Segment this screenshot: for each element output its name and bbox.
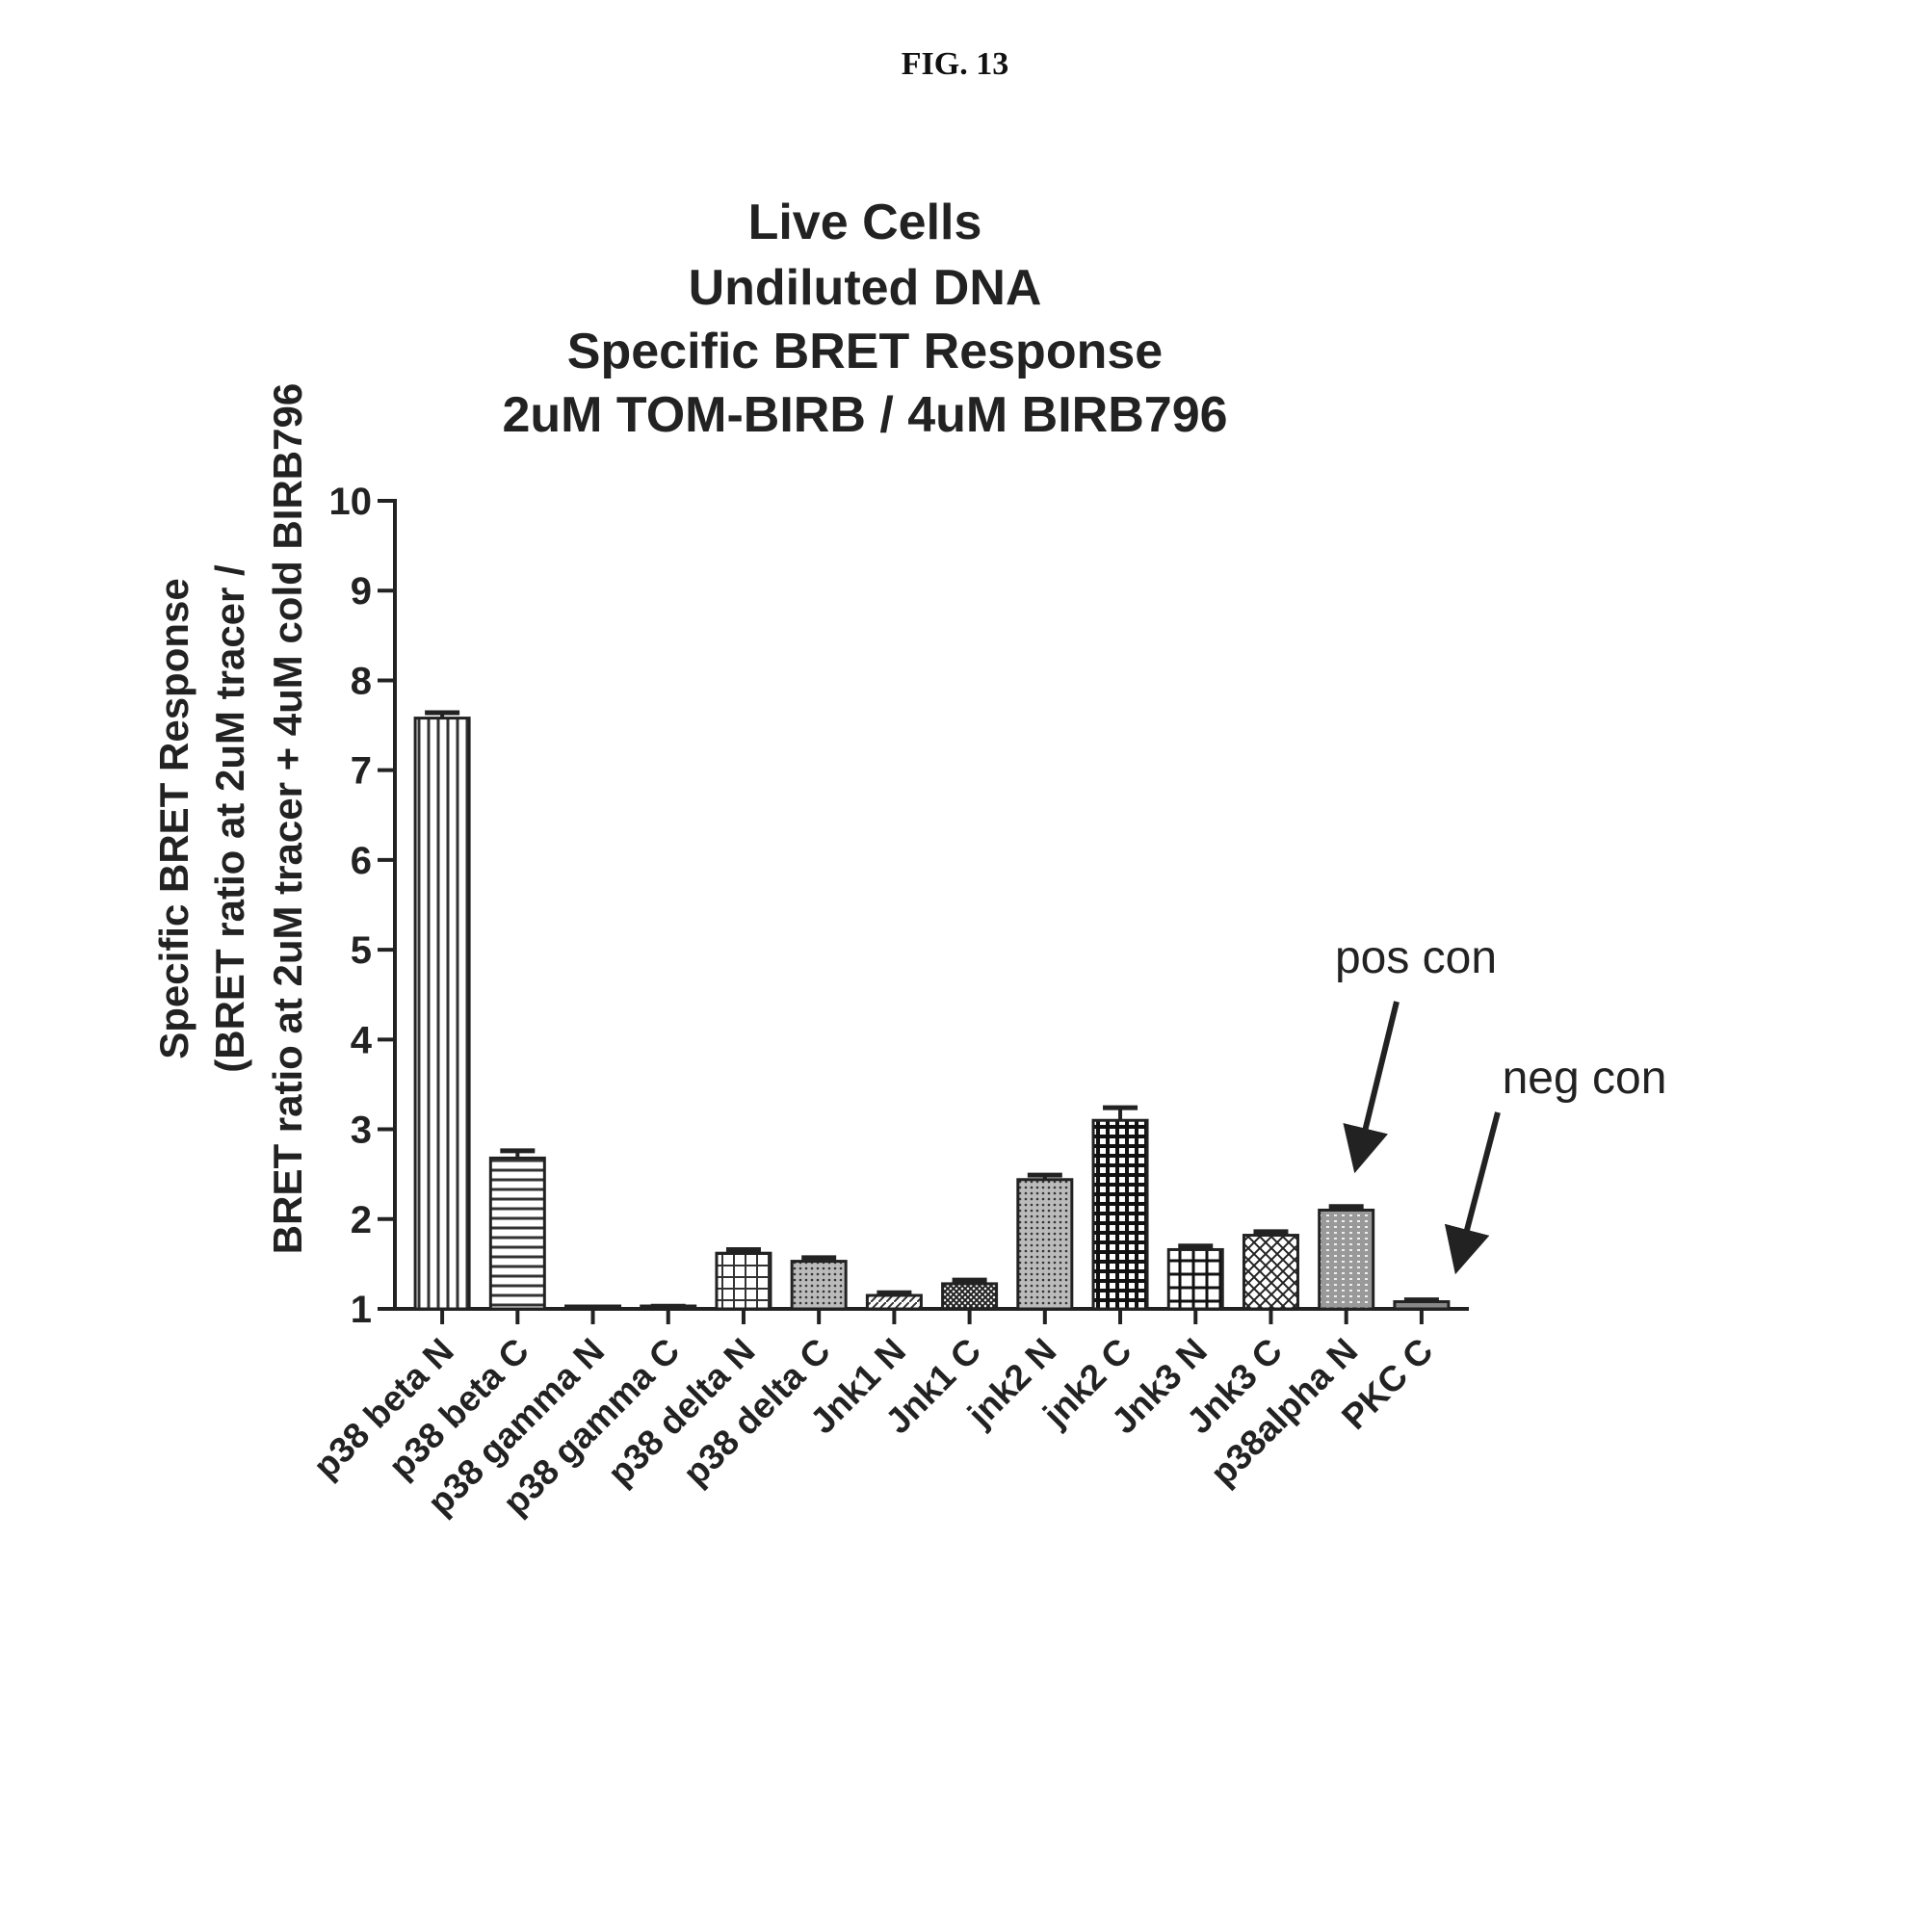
- y-tick-label: 10: [329, 481, 373, 523]
- y-tick-label: 7: [351, 750, 372, 793]
- bar: [1320, 1210, 1374, 1309]
- annotation-label: neg con: [1503, 1053, 1667, 1104]
- y-tick-label: 3: [351, 1110, 372, 1152]
- bar: [1093, 1120, 1147, 1309]
- bar: [415, 718, 469, 1309]
- y-tick-label: 4: [351, 1019, 373, 1061]
- bar: [792, 1262, 846, 1309]
- bar: [1018, 1180, 1072, 1309]
- bar: [566, 1306, 620, 1309]
- chart-title-line: 2uM TOM-BIRB / 4uM BIRB796: [502, 387, 1227, 443]
- y-tick-label: 1: [351, 1289, 372, 1331]
- chart-title-line: Live Cells: [748, 195, 982, 250]
- y-tick-label: 8: [351, 660, 372, 702]
- bar: [867, 1295, 921, 1309]
- bar: [943, 1284, 997, 1309]
- bar: [1243, 1236, 1297, 1309]
- chart-title-line: Specific BRET Response: [567, 324, 1163, 379]
- bar: [490, 1158, 544, 1309]
- chart-title-line: Undiluted DNA: [689, 260, 1042, 316]
- y-axis-label-line: (BRET ratio at 2uM tracer /: [207, 564, 252, 1073]
- annotation-arrow: [1360, 1002, 1397, 1151]
- y-axis-label-line: Specific BRET Response: [151, 578, 196, 1058]
- bar: [1395, 1302, 1449, 1309]
- annotation-label: pos con: [1335, 932, 1497, 983]
- y-tick-label: 5: [351, 929, 372, 972]
- y-tick-label: 6: [351, 840, 372, 882]
- annotation-arrow: [1461, 1112, 1498, 1252]
- y-axis-label-line: BRET ratio at 2uM tracer + 4uM cold BIRB…: [265, 383, 310, 1254]
- bar: [1168, 1249, 1222, 1309]
- y-tick-label: 9: [351, 570, 372, 613]
- y-tick-label: 2: [351, 1199, 372, 1241]
- bar: [717, 1253, 771, 1309]
